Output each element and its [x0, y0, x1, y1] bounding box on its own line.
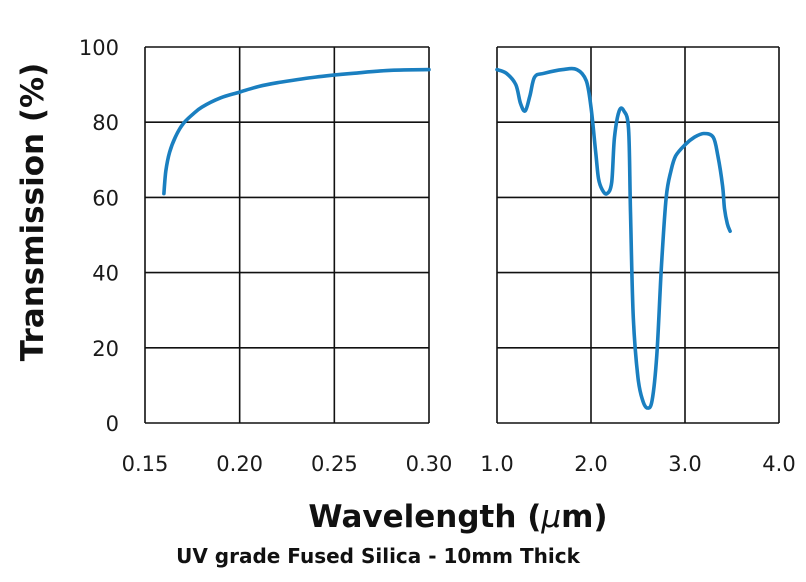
y-tick-label: 0	[106, 412, 119, 436]
tick-label-layer: 0 20 40 60 80 100 0.15 0.20 0.25 0.30 1.0 2.0 3.0 4.0	[79, 36, 796, 476]
y-tick-label: 100	[79, 36, 119, 60]
y-tick-label: 60	[92, 186, 119, 210]
x-axis-title-mu: μ	[540, 499, 561, 535]
panel-1-x-tick-label: 0.25	[311, 452, 358, 476]
panel-1-x-tick-label: 0.20	[216, 452, 263, 476]
y-tick-label: 80	[92, 111, 119, 135]
x-axis-title-text: Wavelength (	[308, 499, 541, 535]
panel-2-x-tick-label: 2.0	[574, 452, 607, 476]
panel-1-transmission-line	[162, 67, 431, 196]
chart-caption: UV grade Fused Silica - 10mm Thick	[176, 544, 580, 568]
y-tick-label: 40	[92, 262, 119, 286]
x-axis-title-unit: m)	[561, 499, 607, 535]
x-axis-title: Wavelength (μm)	[308, 499, 607, 535]
panel-2-x-tick-label: 3.0	[668, 452, 701, 476]
panel-2-x-tick-label: 4.0	[762, 452, 795, 476]
plot-layer	[162, 66, 732, 410]
panel-1-x-tick-label: 0.30	[406, 452, 453, 476]
panel-2-x-tick-label: 1.0	[480, 452, 513, 476]
grid-layer	[144, 46, 780, 424]
panel-2-transmission-line	[495, 66, 732, 410]
y-axis-title: Transmission (%)	[15, 63, 51, 361]
panel-1-x-tick-label: 0.15	[122, 452, 169, 476]
y-tick-label: 20	[92, 337, 119, 361]
